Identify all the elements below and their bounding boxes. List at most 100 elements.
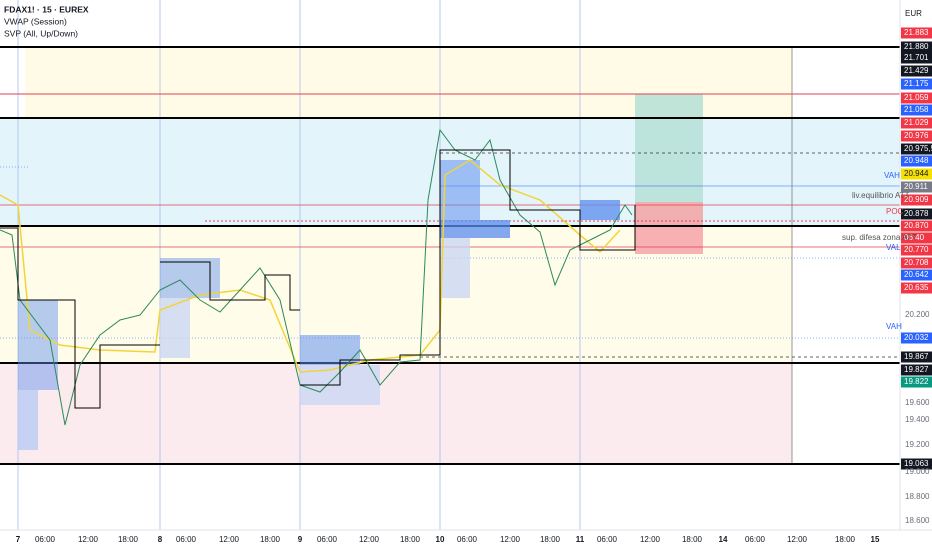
annotation: sup. difesa zona ATT [842, 233, 917, 242]
price-label-bg [901, 194, 932, 206]
time-label: 10 [436, 535, 445, 544]
time-label: 18:00 [260, 535, 281, 544]
price-label: 06:40 [904, 233, 925, 242]
price-label: 21.029 [904, 118, 929, 127]
price-label: 20.878 [904, 209, 929, 218]
price-tick-label: 18.800 [905, 492, 930, 501]
price-label: 20.770 [904, 245, 929, 254]
price-tick-label: 19.000 [905, 467, 930, 476]
annotation: POC [886, 207, 904, 216]
price-tick-label: 18.600 [905, 516, 930, 525]
price-label: 21.429 [904, 66, 929, 75]
price-label: 20.948 [904, 156, 929, 165]
price-label: 21.701 [904, 53, 929, 62]
price-tick-label: 19.600 [905, 398, 930, 407]
time-label: 12:00 [359, 535, 380, 544]
price-label-bg [901, 143, 932, 155]
price-label: 19.822 [904, 377, 929, 386]
time-label: 18:00 [682, 535, 703, 544]
price-label-bg [901, 117, 932, 129]
symbol: FDAX1! · 15 · EUREX [4, 4, 89, 14]
price-label: 20.909 [904, 195, 929, 204]
time-label: 7 [16, 535, 21, 544]
time-label: 18:00 [540, 535, 561, 544]
price-label-bg [901, 220, 932, 232]
price-label: 19.063 [904, 459, 929, 468]
time-label: 15 [871, 535, 880, 544]
price-label-bg [901, 257, 932, 269]
time-label: 11 [576, 535, 585, 544]
price-tick-label: 19.400 [905, 415, 930, 424]
price-label-bg [901, 130, 932, 142]
time-label: 9 [298, 535, 303, 544]
time-label: 06:00 [597, 535, 618, 544]
indicator: VWAP (Session) [4, 16, 67, 26]
time-label: 18:00 [118, 535, 139, 544]
price-label: 21.880 [904, 42, 929, 51]
time-label: 06:00 [176, 535, 197, 544]
time-label: 06:00 [457, 535, 478, 544]
price-tick-label: 19.200 [905, 440, 930, 449]
price-label: 20.944 [904, 169, 929, 178]
price-label-bg [901, 269, 932, 281]
price-label-bg [901, 41, 932, 53]
price-label-bg [901, 92, 932, 104]
price-label-bg [901, 208, 932, 220]
time-label: 12:00 [640, 535, 661, 544]
indicator: SVP (All, Up/Down) [4, 28, 78, 38]
price-label: 19.827 [904, 365, 929, 374]
price-label-bg [901, 168, 932, 180]
price-label-bg [901, 364, 932, 376]
price-label-bg [901, 27, 932, 39]
time-label: 12:00 [500, 535, 521, 544]
price-label: 21.883 [904, 28, 929, 37]
price-label: 21.059 [904, 93, 929, 102]
annotation: liv.equilibrio ATT [852, 191, 910, 200]
time-label: 18:00 [400, 535, 421, 544]
time-label: 12:00 [787, 535, 808, 544]
price-label: 20.708 [904, 258, 929, 267]
price-tick-label: 20.200 [905, 310, 930, 319]
price-label-bg [901, 376, 932, 388]
time-label: 12:00 [219, 535, 240, 544]
price-label: 20.976 [904, 131, 929, 140]
time-label: 12:00 [78, 535, 99, 544]
price-label: 20.911 [904, 182, 928, 191]
price-line [0, 128, 633, 426]
price-label-bg [901, 65, 932, 77]
price-label-bg [901, 78, 932, 90]
time-label: 18:00 [835, 535, 856, 544]
time-label: 06:00 [317, 535, 338, 544]
zone-pink [0, 363, 792, 464]
time-label: 14 [719, 535, 728, 544]
price-label: 20.032 [904, 333, 929, 342]
price-label-bg [901, 332, 932, 344]
currency: EUR [905, 9, 922, 18]
price-label-bg [901, 52, 932, 64]
price-label: 19.867 [904, 352, 929, 361]
price-label-bg [901, 458, 932, 470]
price-label: 20.642 [904, 270, 929, 279]
session-steps [0, 149, 636, 409]
vwap-line [0, 159, 621, 373]
stop-zone [635, 202, 703, 254]
price-label-bg [901, 232, 932, 244]
time-label: 06:00 [745, 535, 766, 544]
price-label-bg [901, 351, 932, 363]
annotation: VAL [886, 243, 901, 252]
price-label: 21.175 [904, 79, 929, 88]
annotation: VAH [886, 322, 902, 331]
price-label-bg [901, 104, 932, 116]
price-label-bg [901, 244, 932, 256]
annotation: VAH [884, 171, 900, 180]
price-label-bg [901, 181, 932, 193]
price-label: 21.058 [904, 105, 929, 114]
price-label: 20.975,50 [904, 144, 932, 153]
time-label: 06:00 [35, 535, 56, 544]
price-label: 20.635 [904, 283, 929, 292]
time-label: 8 [158, 535, 163, 544]
price-label: 20.870 [904, 221, 929, 230]
price-label-bg [901, 282, 932, 294]
price-label-bg [901, 155, 932, 167]
